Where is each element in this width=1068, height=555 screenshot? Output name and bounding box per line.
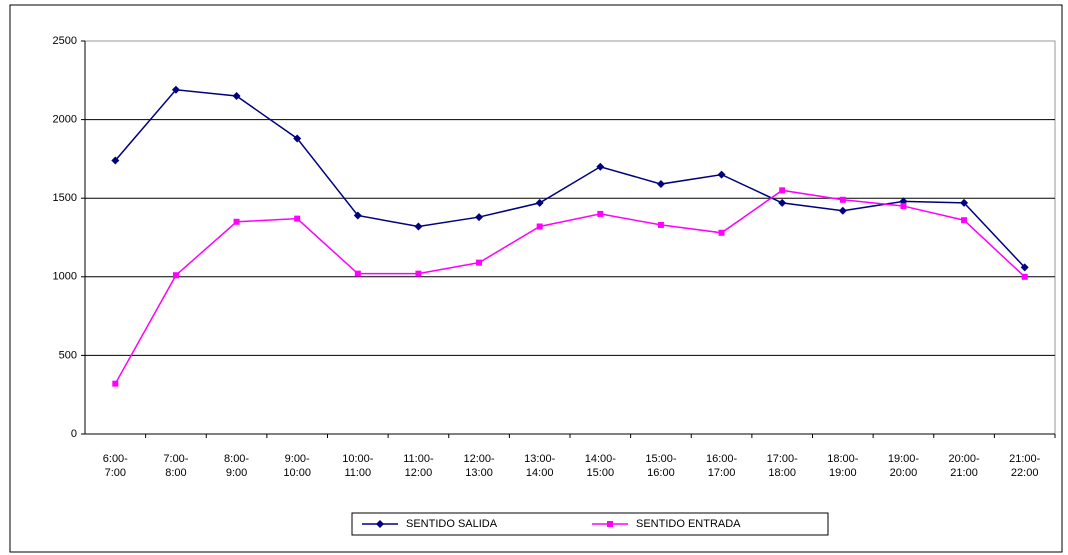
point — [111, 156, 120, 165]
legend-label: SENTIDO SALIDA — [406, 518, 498, 530]
point — [838, 206, 847, 215]
point — [1020, 263, 1029, 272]
y-tick-label: 2000 — [53, 114, 77, 126]
x-tick-label: 18:00- 19:00 — [827, 453, 859, 479]
x-tick-label: 10:00- 11:00 — [342, 453, 374, 479]
point — [779, 187, 786, 194]
x-tick-label: 11:00- 12:00 — [403, 453, 434, 479]
point — [718, 229, 725, 236]
x-tick-label: 16:00- 17:00 — [705, 453, 738, 479]
point — [414, 222, 423, 231]
x-tick-label: 7:00- 8:00 — [163, 453, 189, 479]
x-tick-label: 6:00- 7:00 — [102, 453, 128, 479]
y-tick-label: 2500 — [53, 35, 77, 47]
y-tick-label: 1500 — [53, 192, 77, 204]
x-tick-label: 13:00- 14:00 — [524, 453, 556, 479]
point — [376, 520, 384, 528]
point — [353, 211, 362, 220]
x-tick-label: 17:00- 18:00 — [766, 453, 798, 479]
point — [112, 380, 119, 387]
point — [597, 210, 604, 217]
point — [171, 85, 180, 94]
point — [656, 180, 665, 189]
chart-border — [9, 4, 1063, 553]
point — [607, 521, 613, 527]
point — [960, 198, 969, 207]
y-tick-label: 0 — [71, 428, 77, 440]
point — [536, 223, 543, 230]
point — [354, 270, 361, 277]
series-line — [114, 189, 1026, 385]
point — [415, 270, 422, 277]
y-tick-label: 500 — [59, 349, 77, 361]
x-tick-label: 14:00- 15:00 — [584, 453, 616, 479]
point — [961, 217, 968, 224]
point — [233, 218, 240, 225]
x-tick-label: 12:00- 13:00 — [463, 453, 495, 479]
x-tick-label: 9:00- 10:00 — [283, 453, 311, 479]
point — [657, 221, 664, 228]
series-line — [114, 88, 1026, 268]
point — [717, 170, 726, 179]
point — [778, 198, 787, 207]
x-tick-label: 15:00- 16:00 — [645, 453, 677, 479]
point — [596, 162, 605, 171]
y-tick-label: 1000 — [53, 271, 77, 283]
point — [293, 134, 302, 143]
point — [232, 92, 241, 101]
x-tick-label: 21:00- 22:00 — [1009, 453, 1041, 479]
point — [535, 198, 544, 207]
x-tick-label: 20:00- 21:00 — [948, 453, 980, 479]
x-tick-label: 19:00- 20:00 — [887, 453, 920, 479]
point — [172, 272, 179, 279]
legend-label: SENTIDO ENTRADA — [636, 518, 741, 530]
point — [476, 259, 483, 266]
plot-area — [84, 40, 1056, 435]
point — [839, 196, 846, 203]
legend-box — [351, 512, 829, 536]
point — [900, 203, 907, 210]
point — [1021, 273, 1028, 280]
x-tick-label: 8:00- 9:00 — [224, 453, 250, 479]
point — [294, 215, 301, 222]
point — [475, 213, 484, 222]
